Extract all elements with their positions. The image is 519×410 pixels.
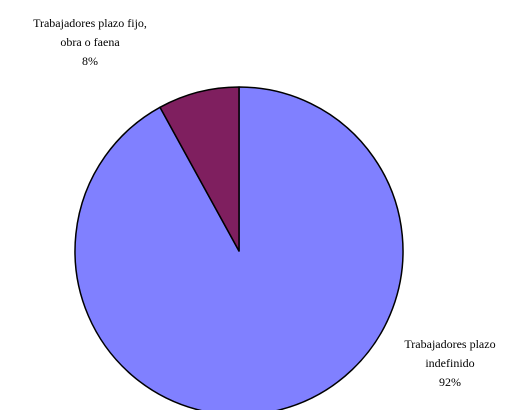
slice-label-fixed-term-line1: Trabajadores plazo fijo,	[33, 16, 147, 30]
slice-label-indefinite: Trabajadores plazo indefinido 92%	[380, 335, 519, 392]
slice-percent-fixed-term: 8%	[82, 54, 98, 68]
slice-label-fixed-term: Trabajadores plazo fijo, obra o faena 8%	[0, 14, 180, 71]
slice-label-fixed-term-line2: obra o faena	[60, 35, 120, 49]
pie-slice-fixed-term	[159, 86, 240, 252]
slice-label-indefinite-line2: indefinido	[425, 356, 475, 370]
pie-slices	[74, 86, 404, 410]
slice-label-indefinite-line1: Trabajadores plazo	[404, 337, 496, 351]
slice-percent-indefinite: 92%	[439, 375, 461, 389]
